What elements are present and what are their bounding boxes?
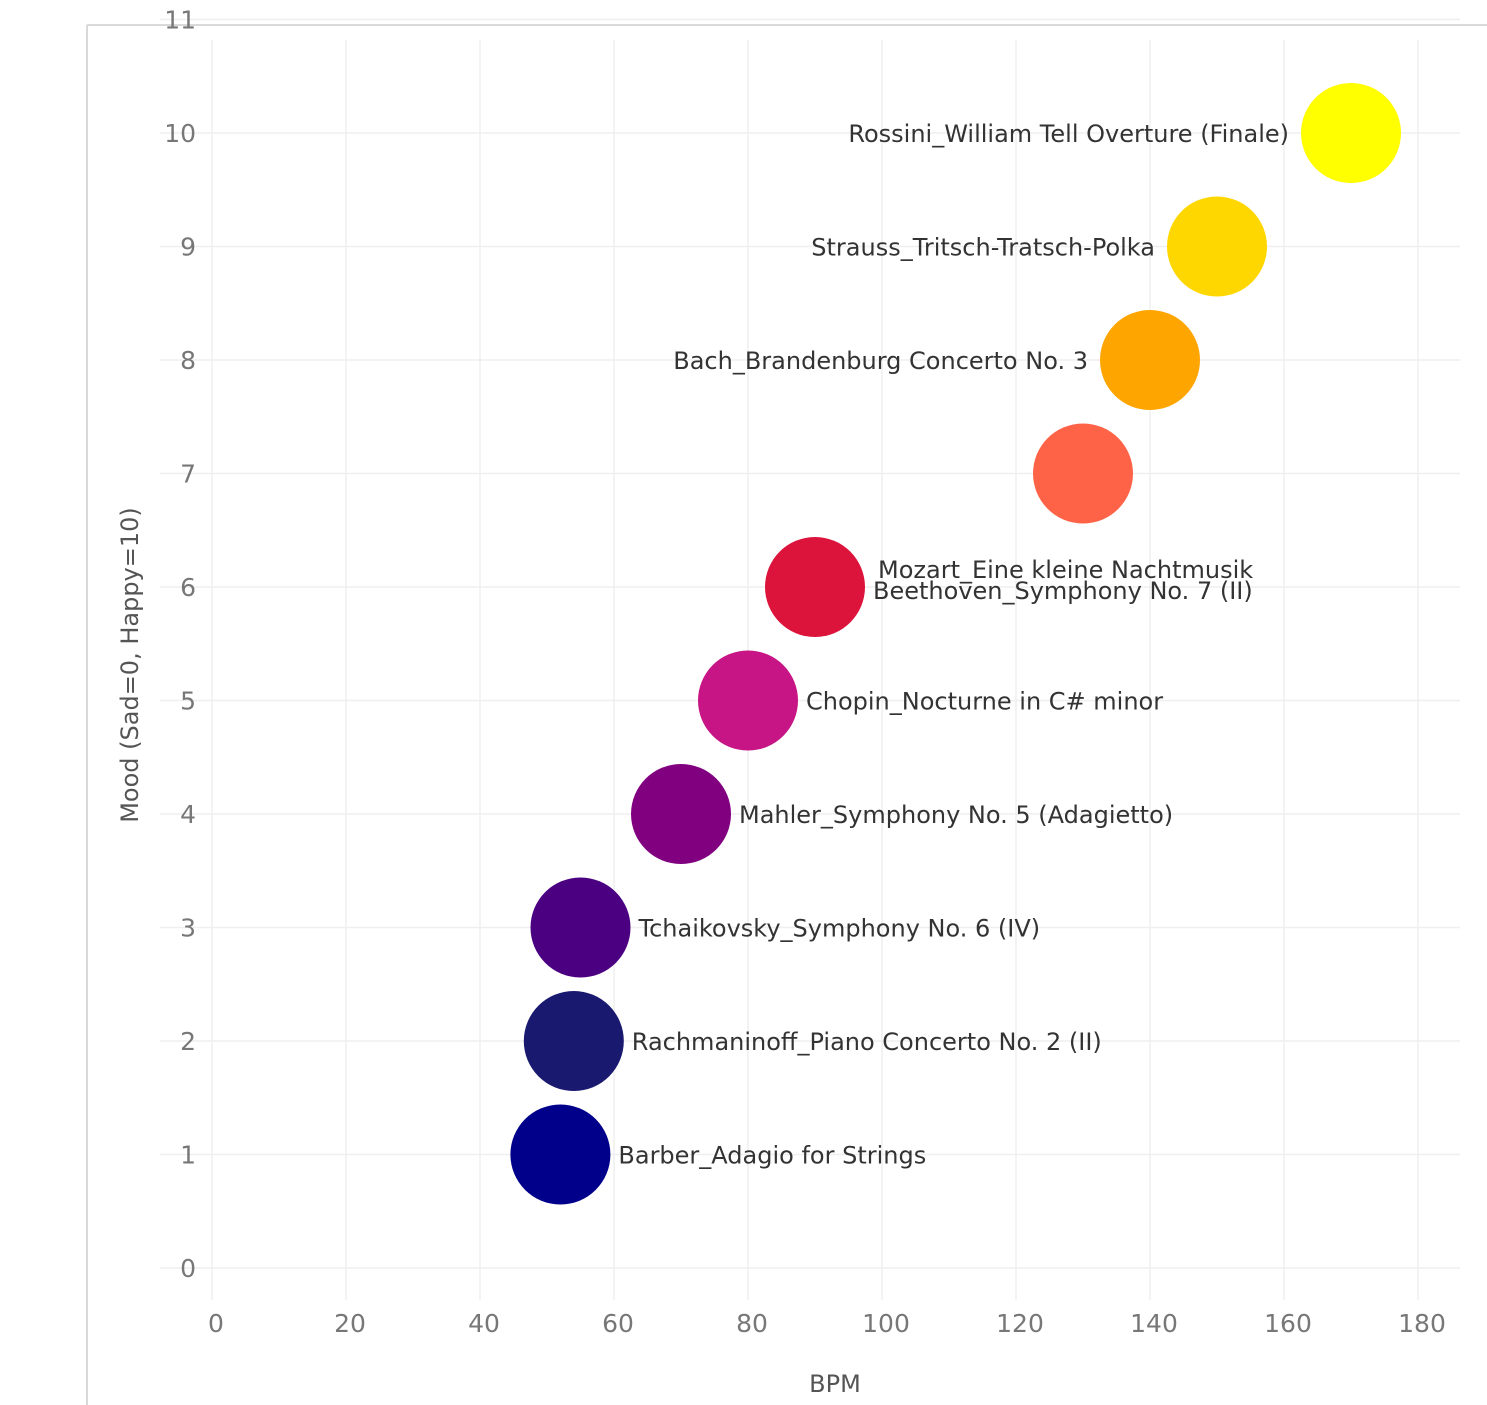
x-tick-label: 160 [1264, 1309, 1312, 1338]
y-tick-label: 9 [180, 233, 196, 262]
point-label: Barber_Adagio for Strings [618, 1142, 926, 1170]
x-tick-label: 100 [862, 1309, 910, 1338]
y-tick-label: 7 [180, 460, 196, 489]
x-tick-label: 80 [736, 1309, 768, 1338]
grid-lines [160, 18, 1460, 1300]
y-tick-label: 3 [180, 914, 196, 943]
y-tick-label: 5 [180, 687, 196, 716]
y-tick-label: 1 [180, 1141, 196, 1170]
y-tick-label: 8 [180, 346, 196, 375]
y-tick-label: 6 [180, 573, 196, 602]
data-point[interactable] [523, 991, 624, 1091]
x-tick-label: 140 [1130, 1309, 1178, 1338]
x-tick-label: 40 [468, 1309, 500, 1338]
y-tick-label: 10 [164, 119, 196, 148]
point-label: Mahler_Symphony No. 5 (Adagietto) [739, 801, 1173, 829]
point-label: Mozart_Eine kleine Nachtmusik [878, 556, 1253, 584]
point-label: Beethoven_Symphony No. 7 (II) [873, 577, 1253, 605]
point-label: Tchaikovsky_Symphony No. 6 (IV) [638, 915, 1041, 943]
data-point[interactable] [698, 650, 798, 751]
x-tick-label: 0 [208, 1309, 224, 1338]
x-axis-title: BPM [809, 1370, 861, 1398]
x-tick-label: 180 [1398, 1309, 1446, 1338]
y-tick-label: 4 [180, 800, 196, 829]
point-label: Strauss_Tritsch-Tratsch-Polka [811, 234, 1155, 262]
data-point[interactable] [530, 877, 631, 978]
x-tick-label: 60 [602, 1309, 634, 1338]
data-point[interactable] [765, 537, 865, 637]
point-label: Rachmaninoff_Piano Concerto No. 2 (II) [632, 1028, 1102, 1056]
data-point[interactable] [1167, 196, 1267, 297]
y-tick-label: 0 [180, 1254, 196, 1283]
data-point[interactable] [1033, 423, 1133, 524]
y-tick-label: 11 [164, 6, 196, 35]
x-tick-label: 20 [334, 1309, 366, 1338]
y-axis-title: Mood (Sad=0, Happy=10) [116, 507, 144, 823]
tick-labels: 0 1 2 3 4 5 6 7 8 9 10 11 0 20 40 60 80 100 120 140 160 180 [164, 6, 1446, 1339]
data-points [510, 83, 1401, 1205]
point-labels: Barber_Adagio for Strings Rachmaninoff_Pi… [618, 120, 1289, 1170]
x-tick-label: 120 [996, 1309, 1044, 1338]
data-point[interactable] [631, 764, 731, 864]
data-point[interactable] [1301, 83, 1401, 183]
y-tick-label: 2 [180, 1027, 196, 1056]
point-label: Chopin_Nocturne in C# minor [806, 688, 1163, 716]
data-point[interactable] [1100, 310, 1200, 410]
data-point[interactable] [510, 1104, 611, 1205]
point-label: Bach_Brandenburg Concerto No. 3 [673, 347, 1088, 375]
point-label: Rossini_William Tell Overture (Finale) [848, 120, 1289, 148]
